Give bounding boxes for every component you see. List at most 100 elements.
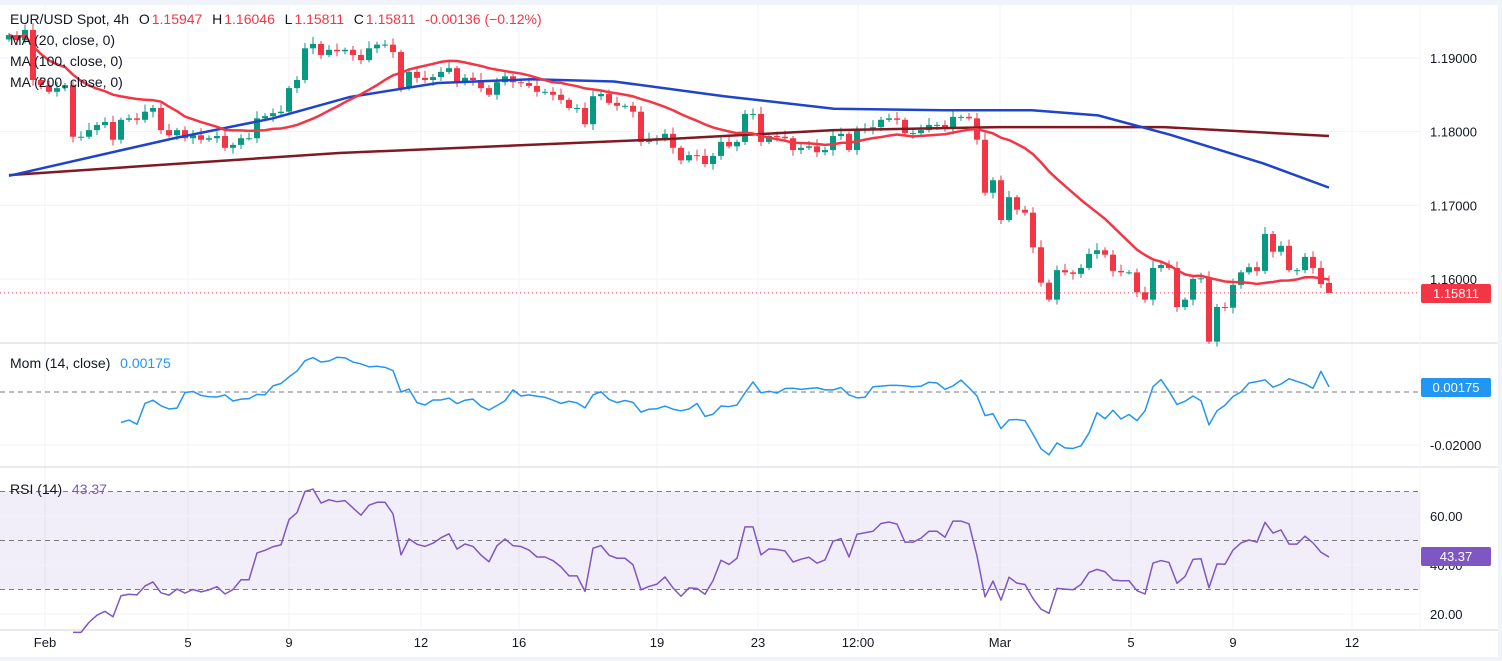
candle xyxy=(1294,267,1300,276)
candle xyxy=(118,117,124,144)
price-tick-label: 1.17000 xyxy=(1430,198,1477,213)
candle-body xyxy=(1230,284,1236,308)
candle-body xyxy=(782,136,788,139)
rsi-legend[interactable]: RSI (14) 43.37 xyxy=(10,481,109,497)
candle xyxy=(1054,265,1060,305)
candle xyxy=(238,134,244,149)
candle-body xyxy=(638,111,644,142)
ma200-legend[interactable]: MA (200, close, 0) xyxy=(10,74,123,90)
time-tick-label: 9 xyxy=(285,635,292,650)
candle-body xyxy=(1246,267,1252,273)
candle-body xyxy=(326,49,332,55)
candle xyxy=(86,123,92,139)
candle-body xyxy=(550,91,556,95)
mom-legend[interactable]: Mom (14, close) 0.00175 xyxy=(10,355,173,371)
candle xyxy=(1222,302,1228,311)
candle xyxy=(1046,279,1052,302)
ma100-line xyxy=(8,78,1330,189)
candle xyxy=(582,102,588,128)
candle-body xyxy=(1006,197,1012,221)
candle xyxy=(678,145,684,165)
candle xyxy=(462,73,468,86)
candle xyxy=(198,128,204,144)
candle-body xyxy=(1174,267,1180,308)
candle xyxy=(1310,251,1316,274)
candle-body xyxy=(46,85,52,92)
candle xyxy=(1302,253,1308,274)
candle xyxy=(1214,303,1220,347)
candle xyxy=(1134,268,1140,298)
mom-tick-label: -0.02000 xyxy=(1430,438,1481,453)
candle-body xyxy=(534,85,540,92)
candle-body xyxy=(54,88,60,92)
candle xyxy=(814,139,820,158)
time-tick-label: 5 xyxy=(1127,635,1134,650)
candle-body xyxy=(774,136,780,138)
candle xyxy=(1094,243,1100,259)
candle-body xyxy=(70,85,76,137)
candle xyxy=(270,108,276,122)
candle-body xyxy=(350,49,356,55)
candle-body xyxy=(614,102,620,106)
price-tick-label: 1.19000 xyxy=(1430,51,1477,66)
high-label: H xyxy=(212,11,223,27)
candle xyxy=(230,142,236,154)
candle xyxy=(702,148,708,168)
candle-body xyxy=(1086,253,1092,268)
symbol-title[interactable]: EUR/USD Spot, 4h xyxy=(10,11,130,27)
candle xyxy=(1014,194,1020,215)
candle xyxy=(534,78,540,97)
candle xyxy=(214,131,220,144)
candle-body xyxy=(902,119,908,134)
candle-body xyxy=(910,133,916,135)
candle-body xyxy=(366,48,372,61)
candle-body xyxy=(1310,256,1316,268)
top-border xyxy=(0,0,1502,5)
candle xyxy=(598,90,604,101)
time-tick-label: 5 xyxy=(184,635,191,650)
candle-body xyxy=(694,155,700,157)
candle-body xyxy=(702,155,708,165)
candle xyxy=(614,96,620,111)
candle-body xyxy=(742,113,748,142)
candle xyxy=(1126,270,1132,275)
bottom-border xyxy=(0,657,1502,661)
candle xyxy=(1030,207,1036,254)
last-price-tag: 1.15811 xyxy=(1421,284,1491,303)
ma200-line xyxy=(8,125,1330,177)
candle xyxy=(694,149,700,161)
candle-body xyxy=(1214,307,1220,342)
candle-body xyxy=(1286,245,1292,271)
candle-body xyxy=(1294,270,1300,272)
candle-body xyxy=(838,133,844,137)
candle-body xyxy=(446,68,452,72)
candle xyxy=(1278,241,1284,256)
candle xyxy=(54,81,60,97)
candle-body xyxy=(1110,254,1116,271)
candle-body xyxy=(558,94,564,100)
candle-body xyxy=(278,111,284,114)
candle-body xyxy=(798,147,804,151)
candle-body xyxy=(294,80,300,89)
candle xyxy=(1062,263,1068,276)
candle-body xyxy=(158,108,164,131)
candle-body xyxy=(110,122,116,140)
candle xyxy=(30,22,36,86)
mom-value: 0.00175 xyxy=(120,355,171,371)
candle xyxy=(622,103,628,109)
candle xyxy=(542,88,548,95)
rsi-tag: 43.37 xyxy=(1421,547,1491,566)
candle xyxy=(550,87,556,101)
candle xyxy=(206,135,212,142)
candle xyxy=(1150,260,1156,306)
ma100-legend[interactable]: MA (100, close, 0) xyxy=(10,53,123,69)
ma20-legend[interactable]: MA (20, close, 0) xyxy=(10,32,116,48)
candle-body xyxy=(758,113,764,142)
candle xyxy=(478,72,484,93)
candle xyxy=(382,39,388,48)
candle xyxy=(470,72,476,86)
candle-body xyxy=(118,119,124,140)
candle-body xyxy=(134,118,140,120)
